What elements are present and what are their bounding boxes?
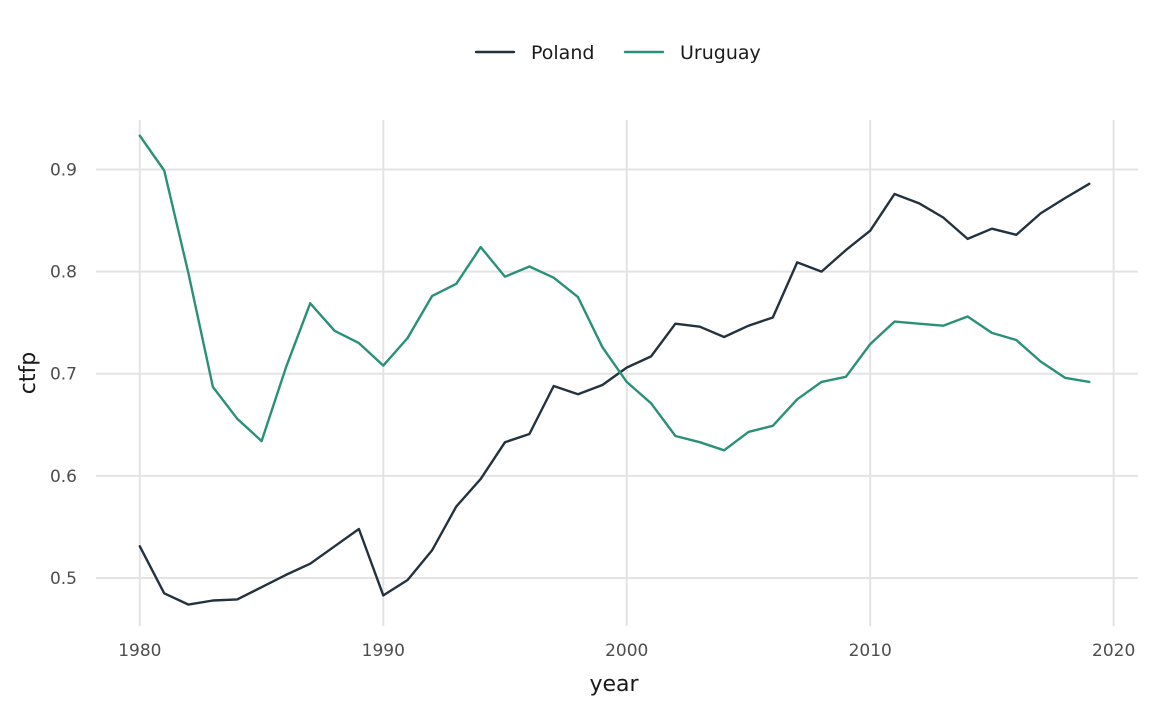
x-tick-label: 2020 (1092, 641, 1135, 661)
y-tick-label: 0.9 (50, 160, 77, 180)
y-tick-label: 0.5 (50, 569, 77, 589)
y-tick-label: 0.7 (50, 365, 77, 385)
x-axis-ticks: 1980 1990 2000 2010 2020 (118, 641, 1135, 661)
y-tick-label: 0.8 (50, 263, 77, 283)
legend-label-uruguay: Uruguay (680, 42, 761, 64)
y-axis-title: ctfp (16, 352, 41, 394)
series-line-poland (138, 182, 1091, 606)
x-axis-title: year (589, 672, 639, 697)
series-line-uruguay (138, 134, 1091, 452)
series-layer (138, 134, 1091, 606)
y-axis-ticks: 0.5 0.6 0.7 0.8 0.9 (50, 160, 77, 589)
y-tick-label: 0.6 (50, 467, 77, 487)
legend-label-poland: Poland (531, 42, 594, 64)
legend: Poland Uruguay (474, 42, 761, 64)
x-tick-label: 1990 (362, 641, 405, 661)
gridlines (96, 120, 1138, 626)
x-tick-label: 2010 (849, 641, 892, 661)
x-tick-label: 2000 (605, 641, 648, 661)
x-tick-label: 1980 (118, 641, 161, 661)
